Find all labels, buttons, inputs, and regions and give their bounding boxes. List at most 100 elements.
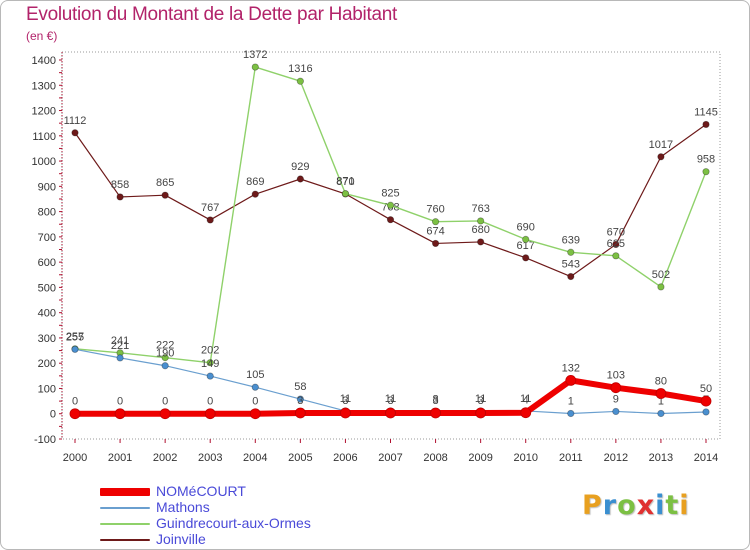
y-tick-label: 1400 xyxy=(32,55,56,67)
x-tick-label: 2008 xyxy=(423,452,447,464)
y-tick-label: 900 xyxy=(38,181,56,193)
x-tick-label: 2012 xyxy=(604,452,628,464)
data-label-guindrecourt-aux-ormes: 958 xyxy=(697,154,715,166)
data-point-mathons xyxy=(251,383,259,391)
data-point-joinville xyxy=(522,254,530,262)
y-tick-label: 100 xyxy=(38,383,56,395)
data-point-joinville xyxy=(702,120,710,129)
data-label-guindrecourt-aux-ormes: 690 xyxy=(517,221,535,233)
data-label-joinville: 865 xyxy=(156,177,174,189)
y-tick-label: 400 xyxy=(38,308,56,320)
y-tick-label: 500 xyxy=(38,282,56,294)
data-label-nom-court: 3 xyxy=(297,395,303,407)
x-tick-label: 2001 xyxy=(108,452,132,464)
data-point-guindrecourt-aux-ormes xyxy=(296,77,304,85)
data-point-guindrecourt-aux-ormes xyxy=(206,359,214,367)
logo-letter: i xyxy=(679,490,690,521)
data-label-guindrecourt-aux-ormes: 639 xyxy=(562,234,580,246)
data-label-guindrecourt-aux-ormes: 1316 xyxy=(288,63,312,75)
data-point-nom-court xyxy=(204,408,216,420)
data-point-mathons xyxy=(296,395,304,403)
data-point-nom-court xyxy=(565,374,577,386)
data-label-joinville: 869 xyxy=(246,176,264,188)
data-label-nom-court: 0 xyxy=(207,396,213,408)
data-label-guindrecourt-aux-ormes: 502 xyxy=(652,269,670,281)
data-label-mathons: 11 xyxy=(385,393,396,405)
data-point-nom-court xyxy=(520,407,532,419)
logo-letter: i xyxy=(655,490,666,521)
data-label-guindrecourt-aux-ormes: 871 xyxy=(336,176,354,188)
x-tick-label: 2006 xyxy=(333,452,357,464)
data-label-joinville: 617 xyxy=(517,240,535,252)
series-line-joinville xyxy=(74,123,707,278)
data-point-mathons xyxy=(206,372,214,380)
data-point-nom-court xyxy=(430,407,441,419)
data-point-nom-court xyxy=(114,408,126,420)
data-point-nom-court xyxy=(385,407,396,419)
x-tick-label: 2013 xyxy=(649,452,673,464)
x-tick-label: 2003 xyxy=(198,452,222,464)
data-label-nom-court: 0 xyxy=(72,396,78,408)
data-label-mathons: 11 xyxy=(340,393,351,405)
data-label-joinville: 767 xyxy=(201,202,219,214)
data-label-mathons: 105 xyxy=(246,369,264,381)
x-tick-label: 2000 xyxy=(63,452,87,464)
data-label-guindrecourt-aux-ormes: 202 xyxy=(201,345,219,357)
data-point-nom-court xyxy=(340,407,351,419)
legend-swatch xyxy=(100,523,150,525)
data-label-nom-court: 103 xyxy=(607,370,625,382)
data-point-guindrecourt-aux-ormes xyxy=(161,354,169,362)
data-label-guindrecourt-aux-ormes: 257 xyxy=(66,331,84,343)
data-label-mathons: 9 xyxy=(613,393,619,405)
y-tick-label: 300 xyxy=(38,333,56,345)
proxiti-logo: Proxiti xyxy=(582,490,690,521)
data-label-mathons: 190 xyxy=(156,348,174,360)
data-label-mathons: 1 xyxy=(658,395,664,407)
data-point-joinville xyxy=(251,190,259,198)
data-label-joinville: 1017 xyxy=(649,139,673,151)
data-label-guindrecourt-aux-ormes: 222 xyxy=(156,340,174,352)
data-label-joinville: 670 xyxy=(607,226,625,238)
data-label-guindrecourt-aux-ormes: 825 xyxy=(381,187,399,199)
data-point-mathons xyxy=(116,354,124,362)
legend-label: Mathons xyxy=(156,499,210,515)
data-point-mathons xyxy=(657,409,665,418)
data-label-nom-court: 3 xyxy=(433,395,439,407)
y-tick-label: 1000 xyxy=(32,156,56,168)
data-point-guindrecourt-aux-ormes xyxy=(702,168,710,176)
data-point-joinville xyxy=(477,238,485,246)
x-tick-label: 2009 xyxy=(468,452,492,464)
logo-letter: x xyxy=(636,490,656,521)
data-point-nom-court xyxy=(655,388,667,399)
data-label-nom-court: 4 xyxy=(523,395,529,407)
data-label-nom-court: 0 xyxy=(117,396,123,408)
data-point-joinville xyxy=(206,216,214,224)
data-point-nom-court xyxy=(700,395,712,407)
legend-swatch xyxy=(100,539,150,541)
data-point-joinville xyxy=(161,191,169,199)
x-tick-label: 2014 xyxy=(694,452,718,464)
data-point-nom-court xyxy=(159,408,171,420)
data-point-joinville xyxy=(431,239,440,248)
data-label-mathons: 58 xyxy=(294,381,306,393)
data-point-guindrecourt-aux-ormes xyxy=(522,235,530,243)
data-label-mathons: 11 xyxy=(475,393,486,405)
data-label-joinville: 870 xyxy=(336,176,354,188)
chart-title: Evolution du Montant de la Dette par Hab… xyxy=(26,4,397,25)
data-label-guindrecourt-aux-ormes: 760 xyxy=(426,204,444,216)
x-tick-label: 2005 xyxy=(288,452,312,464)
data-label-mathons: 221 xyxy=(111,340,129,352)
data-label-joinville: 1112 xyxy=(64,115,87,127)
data-point-guindrecourt-aux-ormes xyxy=(386,201,395,209)
data-point-mathons xyxy=(567,409,575,418)
data-point-mathons xyxy=(161,362,169,370)
data-point-guindrecourt-aux-ormes xyxy=(612,252,620,260)
data-label-guindrecourt-aux-ormes: 1372 xyxy=(243,49,267,61)
data-label-nom-court: 3 xyxy=(387,395,393,407)
data-point-guindrecourt-aux-ormes xyxy=(477,217,485,225)
logo-letter: t xyxy=(665,490,680,521)
data-label-guindrecourt-aux-ormes: 241 xyxy=(111,335,129,347)
y-tick-label: -100 xyxy=(34,434,56,446)
data-label-nom-court: 0 xyxy=(252,396,258,408)
